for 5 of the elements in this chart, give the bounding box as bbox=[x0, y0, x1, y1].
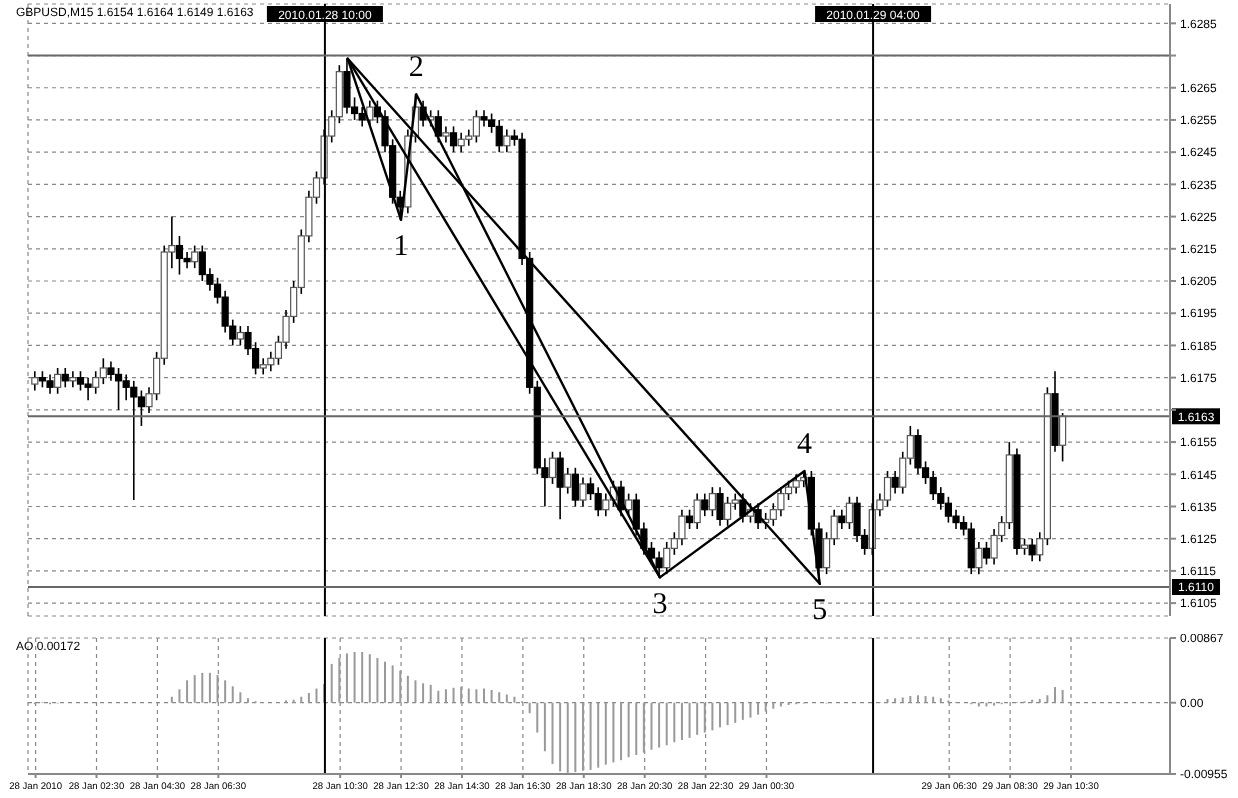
annotation: 3 bbox=[652, 588, 668, 621]
annotation: 2 bbox=[408, 52, 424, 85]
annotation: 5 bbox=[812, 595, 828, 628]
annotation: 4 bbox=[797, 429, 814, 462]
annotation: 1 bbox=[393, 231, 409, 264]
